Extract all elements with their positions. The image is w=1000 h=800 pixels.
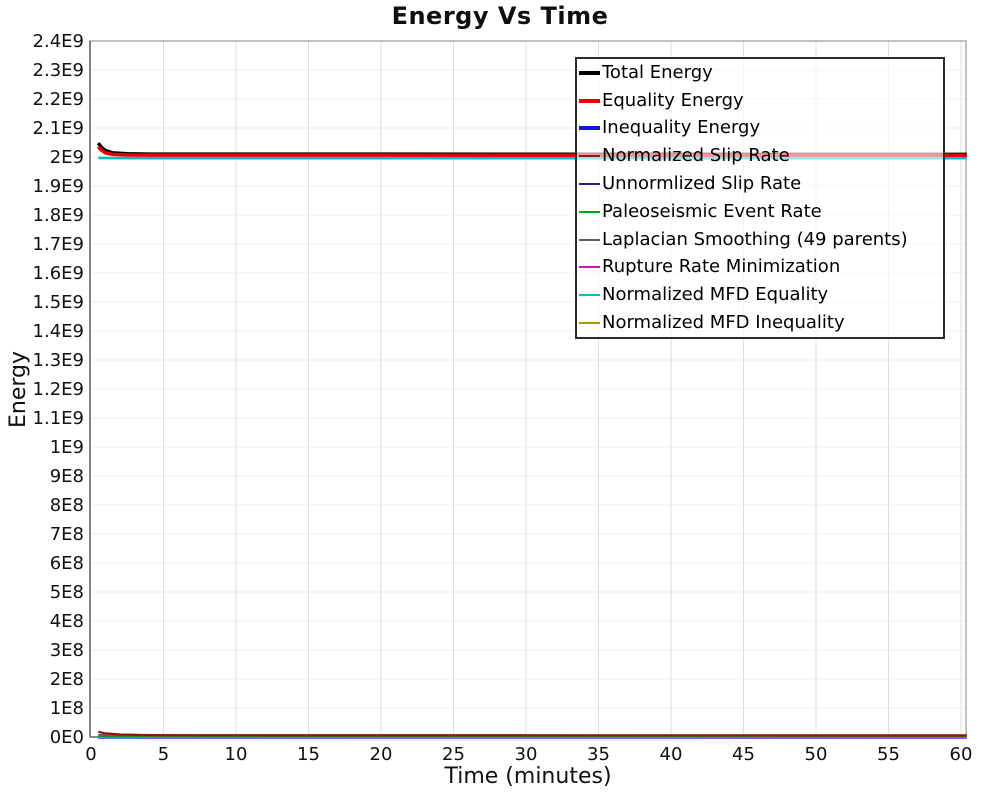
y-axis-label-text: Energy xyxy=(6,350,32,428)
x-tick-label: 55 xyxy=(877,744,900,765)
legend-swatch-line xyxy=(579,210,600,213)
legend-entry-label: Rupture Rate Minimization xyxy=(602,256,841,278)
x-tick-label: 35 xyxy=(587,744,610,765)
y-tick-label: 1.7E9 xyxy=(33,234,84,255)
y-tick-label: 1.6E9 xyxy=(33,263,84,284)
legend-entry-label: Equality Energy xyxy=(602,89,744,111)
legend-entry: Total Energy xyxy=(577,59,943,87)
legend-swatch-line xyxy=(579,70,600,75)
legend-swatch-line xyxy=(579,294,600,297)
x-tick-label: 45 xyxy=(732,744,755,765)
y-tick-label: 1.1E9 xyxy=(33,408,84,429)
x-tick-label: 25 xyxy=(442,744,465,765)
legend-entry-label: Paleoseismic Event Rate xyxy=(602,200,822,222)
y-tick-label: 3E8 xyxy=(50,640,84,661)
legend-swatch-line xyxy=(579,183,600,186)
y-tick-label: 7E8 xyxy=(50,524,84,545)
y-tick-label: 1E8 xyxy=(50,698,84,719)
y-tick-label: 8E8 xyxy=(50,495,84,516)
legend-entry: Normalized Slip Rate xyxy=(577,142,943,170)
x-axis-label: Time (minutes) xyxy=(444,764,612,789)
y-tick-label: 2.4E9 xyxy=(33,31,84,52)
legend-entry-label: Normalized MFD Equality xyxy=(602,284,829,306)
y-tick-label: 1.8E9 xyxy=(33,205,84,226)
legend-entry-label: Unnormlized Slip Rate xyxy=(602,173,802,195)
legend-entry: Normalized MFD Inequality xyxy=(577,309,943,337)
legend-entry: Inequality Energy xyxy=(577,115,943,143)
y-tick-label: 1.5E9 xyxy=(33,292,84,313)
y-tick-label: 6E8 xyxy=(50,553,84,574)
series-line-equality-energy xyxy=(96,145,967,158)
legend-entry-label: Inequality Energy xyxy=(602,117,761,139)
y-tick-label: 9E8 xyxy=(50,466,84,487)
y-tick-label: 2.1E9 xyxy=(33,118,84,139)
legend-entry: Rupture Rate Minimization xyxy=(577,254,943,282)
x-tick-label: 10 xyxy=(225,744,248,765)
x-tick-label: 0 xyxy=(85,744,96,765)
y-tick-label: 5E8 xyxy=(50,582,84,603)
legend-entry-label: Normalized MFD Inequality xyxy=(602,312,845,334)
legend-swatch-line xyxy=(579,98,600,103)
y-tick-label: 2E8 xyxy=(50,669,84,690)
y-tick-label: 1.2E9 xyxy=(33,379,84,400)
legend-swatch-line xyxy=(579,238,600,241)
legend-entry-label: Normalized Slip Rate xyxy=(602,145,790,167)
y-tick-label: 2.3E9 xyxy=(33,60,84,81)
y-tick-label: 1.4E9 xyxy=(33,321,84,342)
x-tick-label: 40 xyxy=(660,744,683,765)
y-tick-label: 2.2E9 xyxy=(33,89,84,110)
legend-entry: Equality Energy xyxy=(577,87,943,115)
x-tick-label: 20 xyxy=(370,744,393,765)
x-tick-label: 50 xyxy=(805,744,828,765)
chart-title: Energy Vs Time xyxy=(391,2,609,30)
y-axis-label: Energy xyxy=(0,41,38,737)
legend-entry-label: Laplacian Smoothing (49 parents) xyxy=(602,228,908,250)
legend-swatch-line xyxy=(579,155,600,158)
y-tick-label: 1.3E9 xyxy=(33,350,84,371)
y-tick-label: 4E8 xyxy=(50,611,84,632)
legend-entry: Laplacian Smoothing (49 parents) xyxy=(577,226,943,254)
legend-swatch-line xyxy=(579,266,600,269)
legend-entry: Normalized MFD Equality xyxy=(577,281,943,309)
legend-swatch-line xyxy=(579,322,600,325)
x-tick-label: 30 xyxy=(515,744,538,765)
y-tick-label: 2E9 xyxy=(50,147,84,168)
legend-swatch-line xyxy=(579,126,600,131)
legend-entry: Paleoseismic Event Rate xyxy=(577,198,943,226)
legend-box: Total Energy Equality Energy Inequality En… xyxy=(575,57,945,339)
legend-entry-label: Total Energy xyxy=(602,61,713,83)
x-tick-label: 5 xyxy=(158,744,169,765)
y-tick-label: 1E9 xyxy=(50,437,84,458)
y-tick-label: 1.9E9 xyxy=(33,176,84,197)
y-tick-label: 0E0 xyxy=(50,727,84,748)
x-tick-label: 15 xyxy=(297,744,320,765)
series-line-normalized-slip-rate xyxy=(98,730,967,737)
legend-entry: Unnormlized Slip Rate xyxy=(577,170,943,198)
x-tick-label: 60 xyxy=(950,744,973,765)
